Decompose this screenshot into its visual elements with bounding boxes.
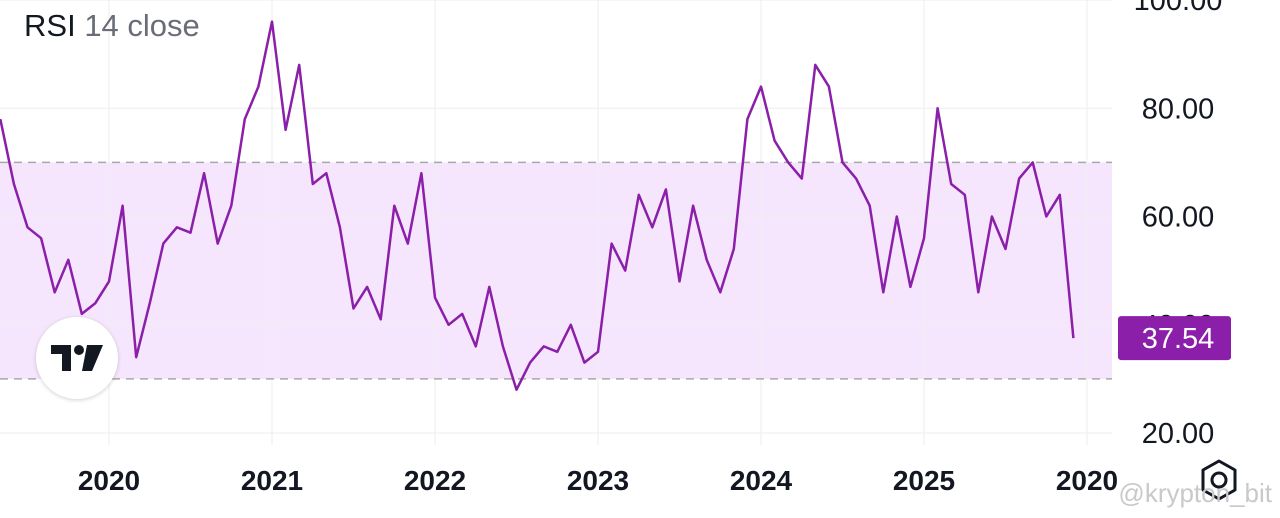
y-tick-label: 20.00 [1142,418,1215,450]
y-tick-label: 100.00 [1134,0,1223,17]
indicator-legend[interactable]: RSI 14 close [24,8,200,44]
indicator-params: 14 close [84,8,200,43]
settings-glyph [1201,459,1237,501]
x-tick-label: 2023 [567,465,629,496]
rsi-series-line [0,20,1075,391]
settings-icon[interactable] [1196,457,1242,503]
overbought-oversold-band [0,162,1112,379]
watermark: @krypton_bit [1118,478,1272,508]
last-value-tag: 37.54 [1118,316,1231,361]
last-value-label: 37.54 [1142,323,1215,355]
y-tick-label: 60.00 [1142,202,1215,234]
x-tick-label: 2025 [893,465,955,496]
x-tick-label: 2024 [730,465,793,496]
x-tick-label: 2021 [241,465,303,496]
x-tick-label: 2020 [78,465,140,496]
x-tick-label: 2022 [404,465,466,496]
indicator-name: RSI [24,8,76,43]
x-tick-label: 2020 [1056,465,1118,496]
grid-lines [0,0,1112,445]
x-axis-tick-labels: 2020 2021 2022 2023 2024 2025 2020 [78,465,1118,496]
y-tick-label: 80.00 [1142,93,1215,125]
tradingview-logo-glyph [51,345,103,371]
tradingview-logo-icon[interactable] [36,317,118,399]
